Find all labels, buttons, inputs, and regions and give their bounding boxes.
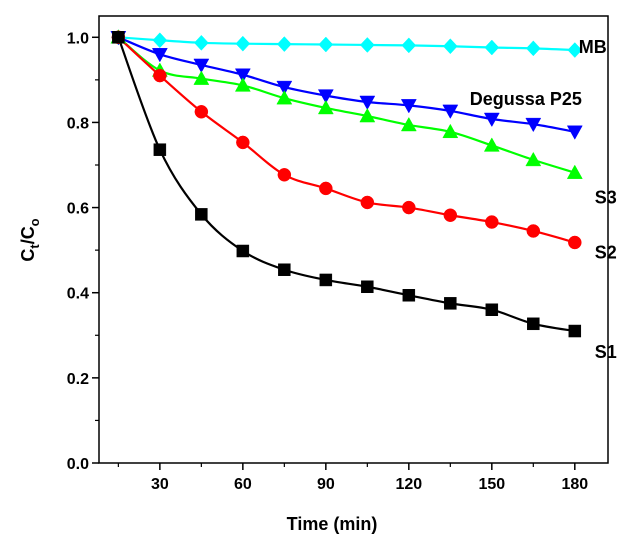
data-point bbox=[276, 90, 293, 105]
data-point bbox=[566, 125, 583, 140]
data-point bbox=[236, 135, 250, 150]
data-point bbox=[402, 289, 416, 302]
plot-frame bbox=[98, 15, 609, 464]
data-point bbox=[526, 224, 541, 238]
data-point bbox=[153, 68, 167, 83]
data-point bbox=[194, 34, 209, 51]
data-point bbox=[318, 36, 334, 53]
data-point bbox=[359, 95, 376, 111]
data-point bbox=[400, 99, 417, 114]
data-point bbox=[566, 164, 583, 179]
data-point bbox=[277, 168, 292, 182]
data-point bbox=[485, 215, 499, 229]
data-point bbox=[153, 143, 167, 156]
data-point bbox=[400, 116, 417, 132]
y-tick-label: 0.4 bbox=[67, 286, 89, 303]
series-label: MB bbox=[579, 37, 607, 57]
series-label: S3 bbox=[595, 188, 617, 208]
data-point bbox=[193, 58, 210, 73]
series-line bbox=[117, 36, 575, 133]
y-tick-label: 0.0 bbox=[67, 456, 89, 473]
labels-layer: MB Degussa P25 S3 S2 S1 bbox=[470, 37, 617, 362]
series-label: S2 bbox=[595, 242, 617, 262]
data-point bbox=[195, 208, 208, 221]
data-point bbox=[568, 324, 582, 338]
x-tick-label: 30 bbox=[151, 476, 169, 493]
data-point bbox=[361, 280, 374, 294]
data-point bbox=[319, 273, 333, 287]
y-axis-title: Ct/Co bbox=[18, 218, 42, 261]
data-point bbox=[317, 89, 334, 104]
data-point bbox=[236, 244, 250, 258]
data-point bbox=[525, 40, 541, 57]
data-point bbox=[442, 38, 458, 55]
data-point bbox=[483, 112, 500, 128]
data-point bbox=[442, 123, 459, 139]
x-tick-label: 180 bbox=[561, 476, 588, 493]
data-point bbox=[443, 208, 458, 222]
data-point bbox=[317, 99, 334, 115]
x-tick-label: 150 bbox=[478, 476, 505, 493]
data-point bbox=[152, 32, 168, 49]
data-point bbox=[277, 36, 292, 52]
series-label: Degussa P25 bbox=[470, 89, 582, 109]
data-point bbox=[527, 317, 540, 331]
data-point bbox=[567, 42, 583, 58]
data-point bbox=[525, 117, 542, 133]
data-point bbox=[193, 70, 210, 85]
data-point bbox=[319, 181, 333, 196]
series-line bbox=[118, 36, 575, 52]
data-point bbox=[235, 35, 251, 52]
data-point bbox=[359, 108, 376, 123]
data-point bbox=[442, 104, 459, 119]
data-point bbox=[568, 235, 582, 250]
x-tick-label: 90 bbox=[317, 476, 335, 493]
data-point bbox=[484, 39, 500, 56]
data-point bbox=[444, 297, 457, 310]
x-tick-label: 60 bbox=[234, 476, 252, 493]
x-axis-title: Time (min) bbox=[287, 514, 378, 534]
data-point bbox=[278, 263, 291, 276]
y-tick-label: 0.2 bbox=[67, 371, 89, 388]
data-point bbox=[194, 105, 209, 119]
y-tick-label: 1.0 bbox=[67, 30, 89, 47]
series-line bbox=[117, 36, 576, 244]
data-point bbox=[359, 37, 375, 53]
data-point bbox=[151, 48, 168, 63]
series-label: S1 bbox=[595, 342, 617, 362]
data-point bbox=[485, 303, 499, 316]
y-tick-label: 0.6 bbox=[67, 201, 89, 218]
data-point bbox=[234, 68, 251, 83]
series-layer bbox=[110, 29, 583, 338]
ticks-layer: 0.0 0.2 0.4 0.6 0.8 1.0 30 60 90 120 150 180 bbox=[67, 30, 588, 493]
x-tick-label: 120 bbox=[395, 476, 422, 493]
data-point bbox=[234, 77, 251, 92]
data-point bbox=[360, 195, 375, 210]
data-point bbox=[276, 80, 293, 96]
data-point bbox=[525, 151, 542, 167]
data-point bbox=[483, 137, 500, 152]
data-point bbox=[402, 200, 416, 215]
data-point bbox=[112, 31, 125, 44]
y-tick-label: 0.8 bbox=[67, 115, 89, 132]
series-line bbox=[117, 36, 575, 333]
data-point bbox=[401, 37, 417, 54]
